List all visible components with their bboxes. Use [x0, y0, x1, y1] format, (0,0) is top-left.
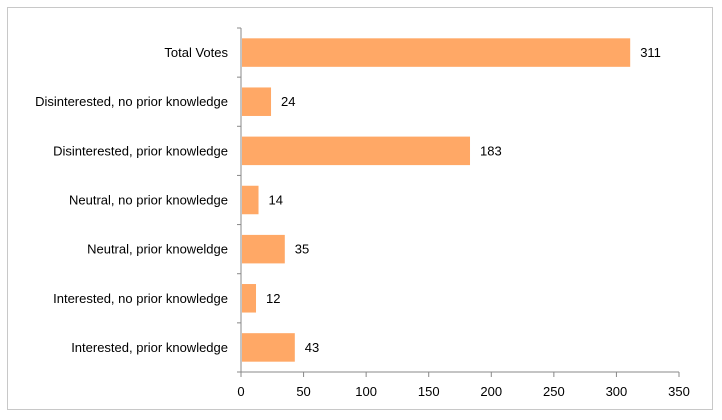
category-label: Disinterested, no prior knowledge [35, 94, 228, 109]
x-tick-label: 100 [355, 384, 377, 399]
bar [242, 136, 471, 166]
bar [242, 185, 259, 215]
data-label: 12 [266, 291, 280, 306]
data-label: 14 [269, 193, 283, 208]
bars-layer [242, 38, 631, 362]
category-label: Interested, no prior knowledge [53, 291, 228, 306]
bar [242, 234, 285, 264]
data-label: 24 [281, 94, 295, 109]
data-label: 311 [640, 45, 661, 60]
x-tick-label: 150 [418, 384, 440, 399]
x-tick-label: 300 [606, 384, 628, 399]
category-label: Interested, prior knowledge [71, 340, 228, 355]
category-label: Total Votes [164, 45, 228, 60]
category-label: Neutral, no prior knowledge [69, 193, 228, 208]
chart-frame [7, 7, 713, 410]
x-tick-label: 250 [543, 384, 565, 399]
data-label: 183 [480, 143, 502, 158]
data-label: 35 [295, 242, 309, 257]
x-tick-label: 350 [668, 384, 690, 399]
labels-layer: Total Votes 311 Disinterested, no prior kn… [35, 45, 661, 355]
bar [242, 333, 295, 362]
bar [242, 87, 272, 116]
x-tick-label: 50 [296, 384, 310, 399]
category-label: Neutral, prior knoweldge [87, 242, 228, 257]
category-label: Disinterested, prior knowledge [53, 143, 228, 158]
ticks-layer: 0 50 100 150 200 250 300 350 [237, 27, 690, 399]
x-tick-label: 200 [480, 384, 502, 399]
bar [242, 284, 257, 313]
axis-layer [240, 28, 679, 373]
data-label: 43 [305, 340, 319, 355]
bar [242, 38, 631, 67]
x-tick-label: 0 [237, 384, 244, 399]
